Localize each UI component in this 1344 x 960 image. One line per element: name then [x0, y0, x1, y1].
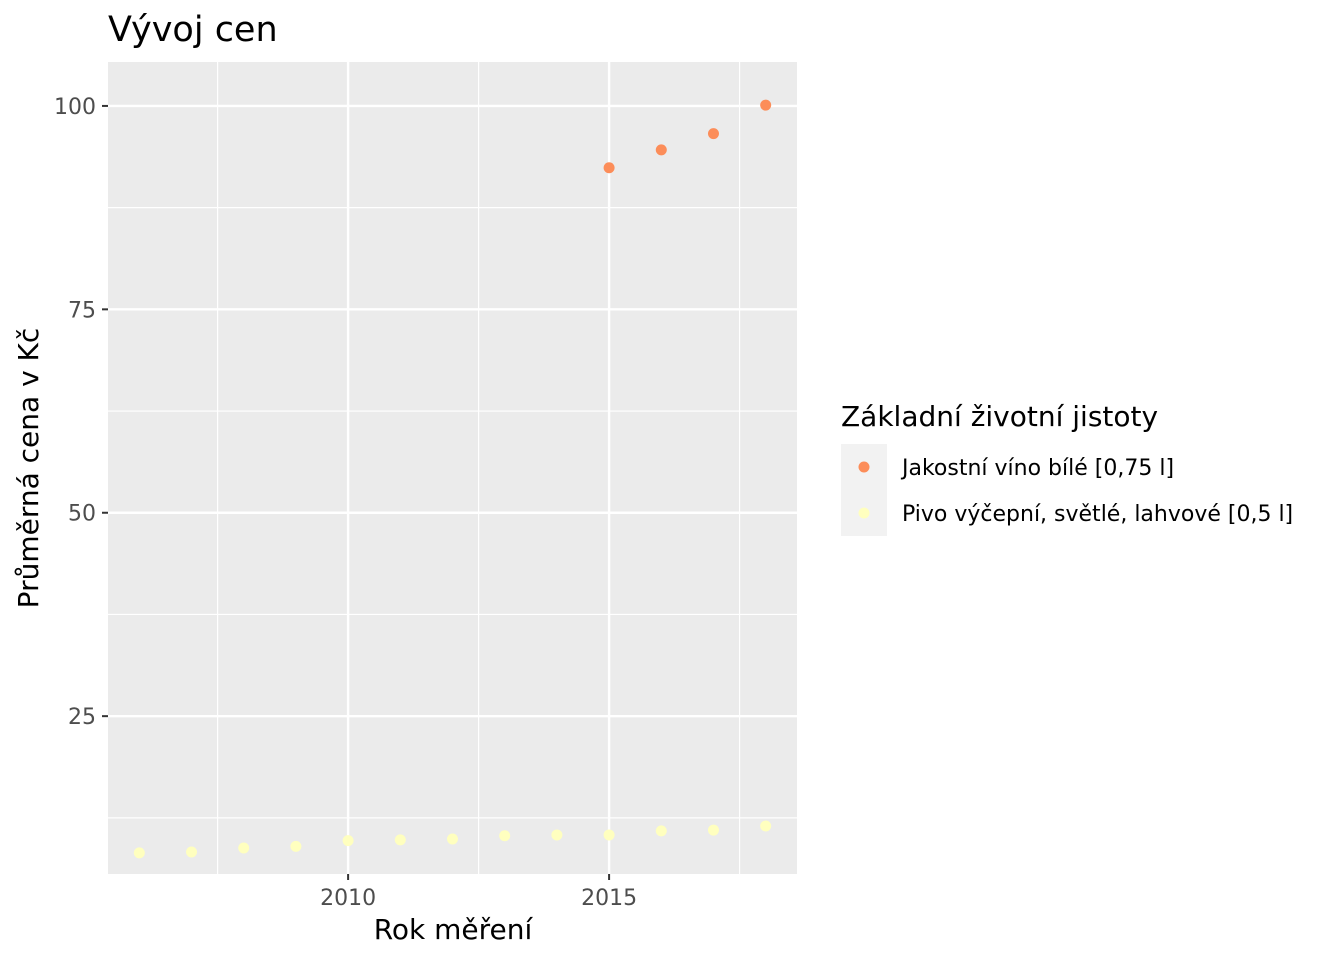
data-point-series-2	[760, 820, 772, 832]
y-tick-label: 50	[68, 502, 96, 527]
chart-title: Vývoj cen	[108, 10, 278, 50]
axes: 2010 2015 25 50 75 100	[54, 95, 637, 911]
data-point-series-2	[447, 833, 458, 845]
legend-items: Jakostní víno bílé [0,75 l] Pivo výčepní,…	[858, 456, 1293, 527]
legend: Základní životní jistoty Jakostní víno b…	[841, 400, 1293, 536]
data-point-series-2	[551, 829, 563, 841]
data-point-series-1	[760, 99, 772, 111]
plot-panel	[108, 62, 797, 874]
data-point-series-1	[603, 162, 615, 174]
data-point-series-2	[655, 825, 667, 837]
y-tick-label: 75	[68, 298, 96, 323]
legend-label-series-2: Pivo výčepní, světlé, lahvové [0,5 l]	[902, 502, 1293, 527]
legend-key-series-1	[858, 461, 870, 473]
legend-label-series-1: Jakostní víno bílé [0,75 l]	[900, 456, 1174, 481]
data-point-series-1	[655, 144, 667, 156]
grid-lines	[108, 62, 797, 874]
data-point-series-2	[707, 824, 719, 836]
data-point-series-2	[499, 830, 511, 842]
y-tick-label: 25	[68, 705, 96, 730]
data-point-series-2	[603, 829, 615, 841]
data-point-series-2	[342, 835, 354, 847]
data-point-series-2	[186, 846, 198, 858]
data-point-series-1	[707, 128, 719, 140]
data-point-series-2	[290, 840, 302, 852]
x-tick-label: 2015	[581, 886, 637, 911]
legend-title: Základní životní jistoty	[841, 400, 1158, 433]
y-tick-label: 100	[54, 95, 96, 120]
data-point-series-2	[238, 842, 250, 854]
data-point-series-2	[133, 847, 145, 859]
legend-key-background	[841, 444, 887, 536]
legend-key-series-2	[858, 507, 870, 519]
x-tick-label: 2010	[320, 886, 376, 911]
data-point-series-2	[394, 834, 406, 846]
x-axis-title: Rok měření	[374, 913, 534, 946]
data-points	[133, 99, 772, 859]
y-axis-title: Průměrná cena v Kč	[12, 328, 45, 609]
